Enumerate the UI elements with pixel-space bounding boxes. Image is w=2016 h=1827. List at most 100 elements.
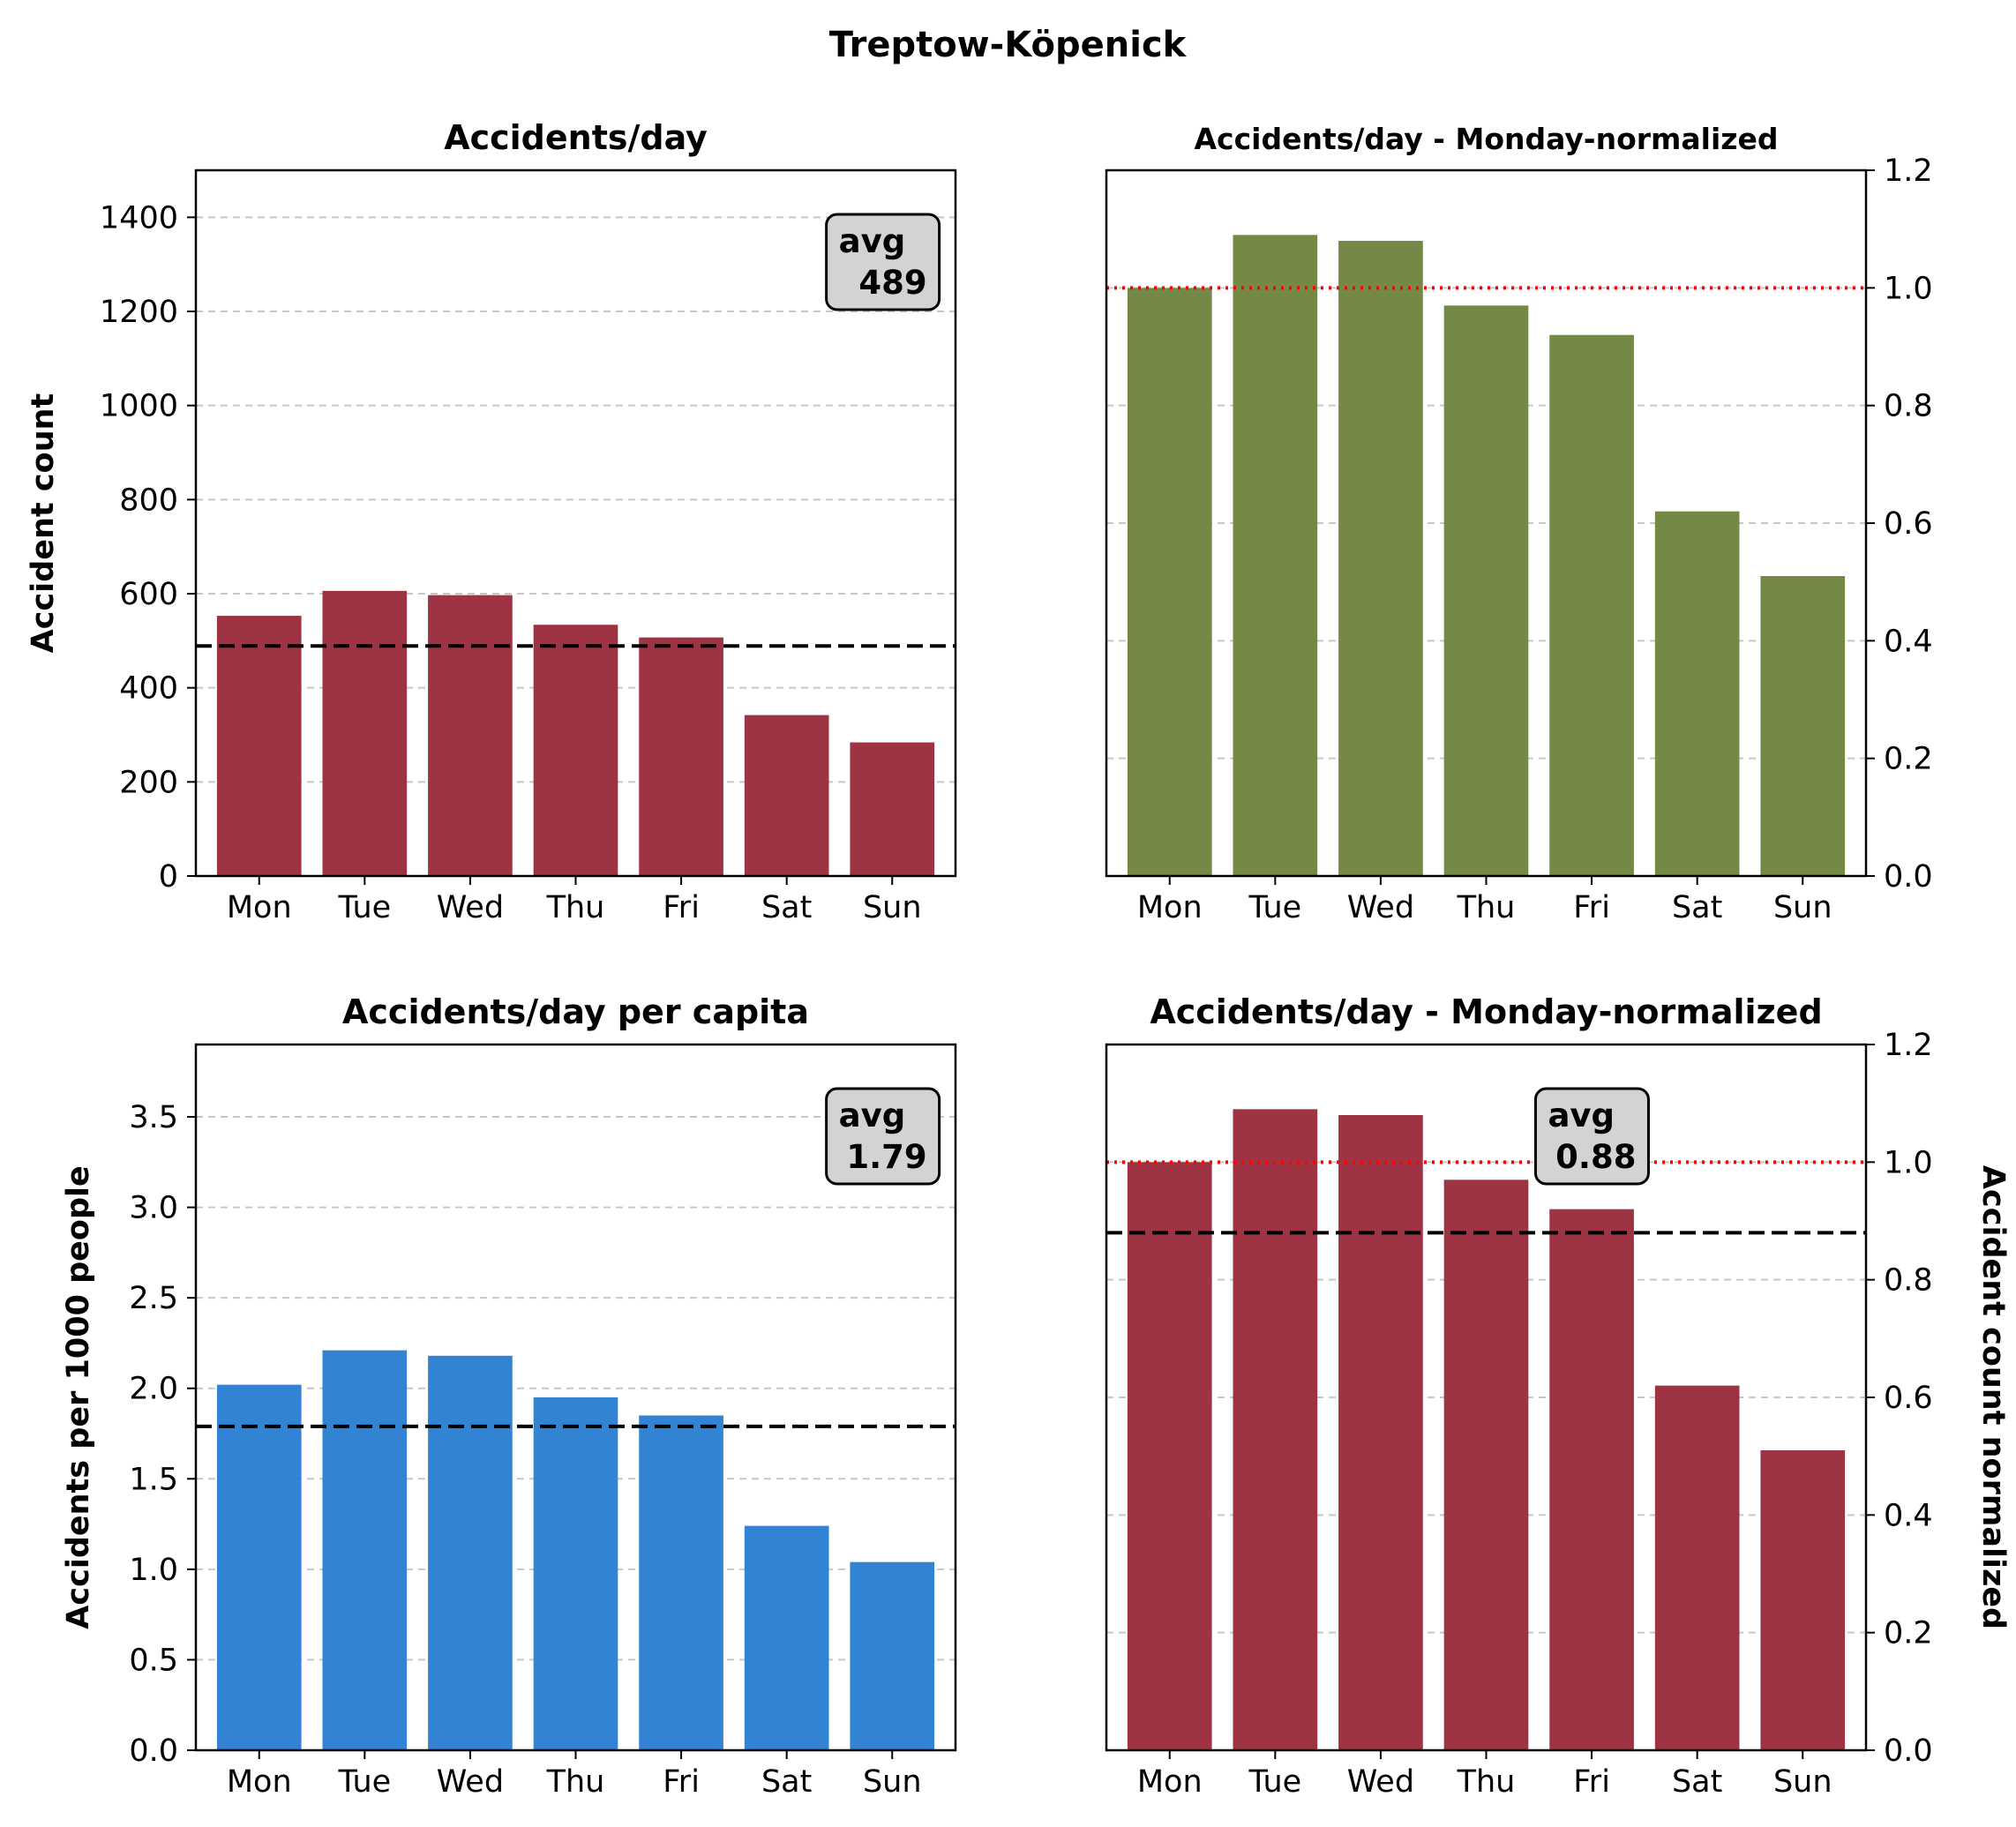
bar-mon — [216, 616, 302, 876]
bar-mon — [216, 1384, 302, 1750]
average-badge-box — [825, 213, 941, 311]
bar-tue — [1233, 235, 1318, 876]
chart-title: Accidents/day - Monday-normalized — [1150, 992, 1822, 1031]
y-tick-label: 1.2 — [1884, 1028, 1933, 1063]
bar-thu — [1443, 1179, 1529, 1750]
x-tick-label: Mon — [227, 890, 292, 925]
x-tick-label: Tue — [337, 890, 391, 925]
y-tick-label: 0.2 — [1884, 742, 1933, 777]
bar-fri — [639, 637, 723, 876]
x-tick-label: Thu — [546, 890, 605, 925]
x-tick-label: Sun — [1773, 890, 1832, 925]
bar-thu — [533, 625, 618, 876]
y-tick-label: 0.4 — [1884, 624, 1933, 659]
y-tick-label: 0.0 — [1884, 1733, 1933, 1769]
y-tick-label: 0.8 — [1884, 389, 1933, 424]
bar-sat — [744, 715, 829, 876]
y-tick-label: 1.2 — [1884, 153, 1933, 189]
y-tick-label: 1000 — [100, 389, 178, 424]
x-tick-label: Wed — [1347, 1764, 1414, 1800]
bar-tue — [1233, 1109, 1318, 1750]
x-tick-label: Sat — [761, 890, 812, 925]
y-tick-label: 400 — [119, 671, 178, 707]
bar-mon — [1127, 288, 1212, 876]
y-axis-label: Accident count normalized — [1975, 1165, 2011, 1629]
y-tick-label: 0.6 — [1884, 1381, 1933, 1416]
bar-wed — [428, 1355, 513, 1750]
x-tick-label: Sat — [1672, 1764, 1722, 1800]
y-tick-label: 1.0 — [1884, 1145, 1933, 1180]
y-tick-label: 1.0 — [1884, 271, 1933, 306]
x-tick-label: Thu — [546, 1764, 605, 1800]
x-tick-label: Tue — [1248, 1764, 1301, 1800]
chart-panel-4: Mon Tue Wed Thu Fri Sat Sun 0.0 0.2 0.4 0.6 0.8 1.0 1… — [1105, 992, 2011, 1800]
average-badge-box — [1533, 1087, 1650, 1186]
y-tick-label: 2.0 — [129, 1372, 178, 1407]
chart-title: Accidents/day - Monday-normalized — [1194, 122, 1778, 156]
bar-sat — [1654, 511, 1740, 876]
average-badge: avg 489 — [825, 213, 941, 311]
bar-tue — [322, 590, 408, 876]
x-tick-label: Sat — [1672, 890, 1722, 925]
bar-fri — [639, 1415, 723, 1750]
y-tick-label: 0.2 — [1884, 1616, 1933, 1651]
x-tick-label: Fri — [663, 1764, 700, 1800]
bar-mon — [1127, 1162, 1212, 1750]
x-tick-label: Wed — [437, 890, 504, 925]
average-badge-value: 1.79 — [846, 1138, 926, 1176]
x-tick-label: Sun — [863, 890, 922, 925]
figure-title: Treptow-Köpenick — [829, 25, 1188, 65]
y-axis-label: Accidents per 1000 people — [61, 1165, 96, 1629]
y-tick-label: 200 — [119, 765, 178, 800]
average-badge-label: avg — [839, 1097, 906, 1134]
chart-title: Accidents/day — [444, 118, 708, 157]
bar-wed — [1338, 241, 1423, 876]
bar-sun — [1760, 576, 1846, 876]
x-tick-label: Thu — [1457, 890, 1516, 925]
bar-tue — [322, 1350, 408, 1750]
x-tick-label: Wed — [1347, 890, 1414, 925]
y-tick-label: 600 — [119, 577, 178, 612]
bar-sat — [1654, 1385, 1740, 1750]
bar-wed — [428, 595, 513, 876]
y-tick-label: 1.5 — [129, 1462, 178, 1497]
average-badge-label: avg — [839, 222, 906, 260]
x-tick-label: Fri — [1573, 1764, 1610, 1800]
average-badge: avg 0.88 — [1533, 1087, 1650, 1186]
y-tick-label: 0.5 — [129, 1643, 178, 1678]
bar-sun — [1760, 1450, 1846, 1750]
bar-wed — [1338, 1115, 1423, 1750]
x-tick-label: Mon — [1137, 890, 1203, 925]
y-tick-label: 2.5 — [129, 1281, 178, 1316]
bar-sun — [850, 1561, 935, 1750]
average-badge-box — [825, 1087, 941, 1186]
x-tick-label: Thu — [1457, 1764, 1516, 1800]
bar-fri — [1549, 1209, 1634, 1750]
y-tick-label: 0.0 — [129, 1733, 178, 1769]
bar-fri — [1549, 334, 1634, 877]
x-tick-label: Fri — [1573, 890, 1610, 925]
bar-sun — [850, 742, 935, 876]
y-tick-label: 0.4 — [1884, 1498, 1933, 1533]
y-axis-label: Accident count — [26, 393, 61, 654]
average-badge: avg 1.79 — [825, 1087, 941, 1186]
x-tick-label: Mon — [1137, 1764, 1203, 1800]
y-tick-label: 1200 — [100, 295, 178, 330]
x-tick-label: Tue — [1248, 890, 1301, 925]
x-tick-label: Sun — [863, 1764, 922, 1800]
x-tick-label: Tue — [337, 1764, 391, 1800]
chart-panel-3: Mon Tue Wed Thu Fri Sat Sun 0.0 0.5 1.0 1.5 2.0 2.5 3… — [61, 992, 957, 1800]
y-tick-label: 0.0 — [1884, 859, 1933, 895]
y-tick-label: 3.0 — [129, 1191, 178, 1226]
chart-title: Accidents/day per capita — [342, 992, 809, 1031]
average-badge-label: avg — [1548, 1097, 1615, 1134]
x-tick-label: Sun — [1773, 1764, 1832, 1800]
y-tick-label: 0.8 — [1884, 1263, 1933, 1299]
y-tick-label: 0.6 — [1884, 506, 1933, 542]
x-tick-label: Sat — [761, 1764, 812, 1800]
chart-panel-1: Mon Tue Wed Thu Fri Sat Sun 0 200 400 600 800 1000 12… — [26, 118, 957, 925]
chart-panel-2: Mon Tue Wed Thu Fri Sat Sun 0.0 0.2 0.4 0.6 0.8 1.0 1… — [1105, 122, 1933, 925]
y-tick-label: 3.5 — [129, 1100, 178, 1135]
y-tick-label: 1.0 — [129, 1553, 178, 1588]
